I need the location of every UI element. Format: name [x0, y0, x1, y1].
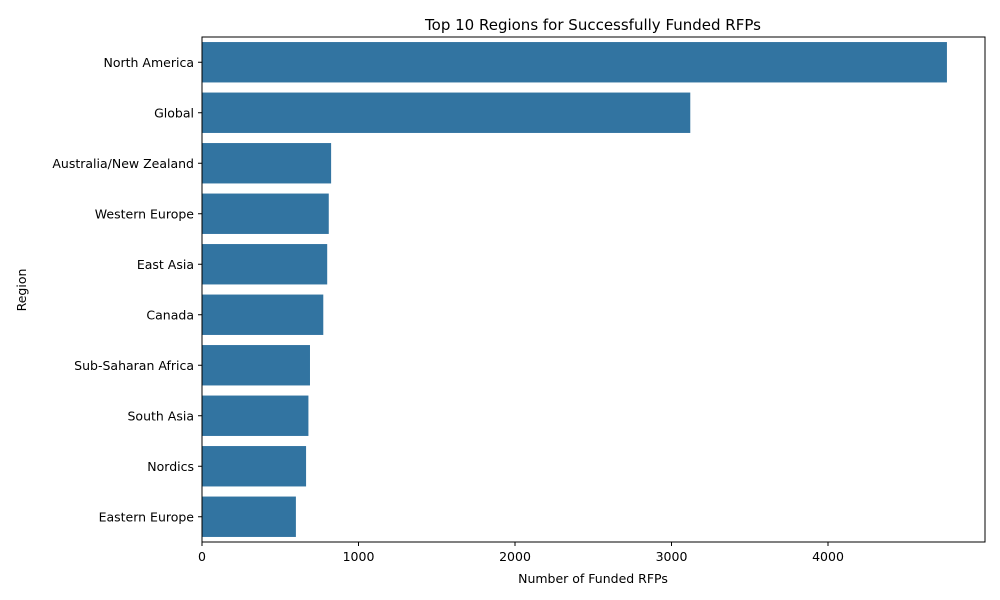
bar-nordics [202, 446, 307, 487]
bar-east-asia [202, 244, 328, 285]
y-tick-label: East Asia [137, 257, 194, 272]
x-tick-label: 2000 [499, 549, 531, 564]
x-tick-label: 4000 [812, 549, 844, 564]
x-tick-label: 0 [198, 549, 206, 564]
bar-western-europe [202, 193, 329, 234]
bar-eastern-europe [202, 496, 296, 537]
bar-global [202, 92, 691, 133]
bars-group [202, 42, 947, 537]
bar-australia-new-zealand [202, 143, 332, 184]
axes-spines [201, 36, 986, 543]
bar-north-america [202, 42, 947, 83]
y-tick-label: Western Europe [95, 206, 195, 221]
x-axis-label: Number of Funded RFPs [518, 571, 668, 586]
y-axis-label: Region [14, 269, 29, 312]
y-tick-label: Global [154, 105, 194, 120]
y-tick-label: Eastern Europe [99, 509, 195, 524]
y-tick-label: Sub-Saharan Africa [74, 358, 194, 373]
x-tick-label: 1000 [343, 549, 375, 564]
y-tick-label: Australia/New Zealand [52, 156, 194, 171]
bar-sub-saharan-africa [202, 345, 310, 386]
plot-frame [201, 36, 986, 543]
x-tick-label: 3000 [656, 549, 688, 564]
y-axis-ticks: North America Global Australia/New Zealand… [52, 55, 202, 524]
y-tick-label: North America [104, 55, 195, 70]
bar-south-asia [202, 395, 309, 436]
y-tick-label: South Asia [128, 408, 195, 423]
bar-canada [202, 294, 324, 335]
y-tick-label: Canada [146, 307, 194, 322]
chart-title: Top 10 Regions for Successfully Funded R… [424, 16, 761, 34]
y-tick-label: Nordics [147, 459, 194, 474]
x-axis-ticks: 0 1000 2000 3000 4000 [198, 542, 844, 564]
